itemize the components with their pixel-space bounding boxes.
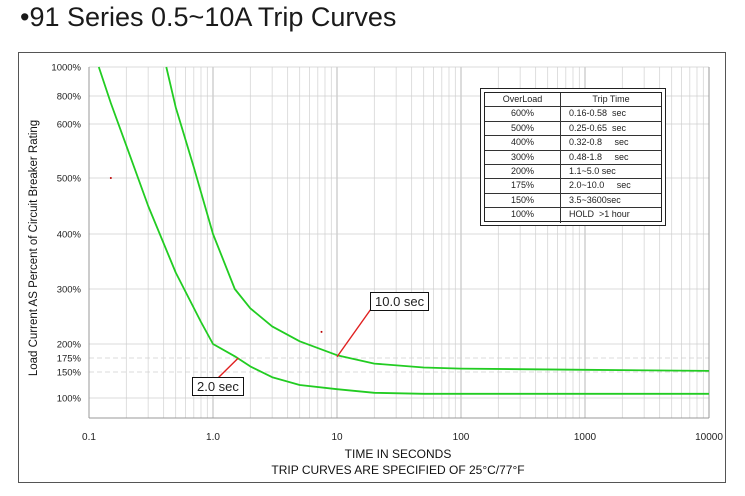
x-tick-label: 1000 <box>574 432 597 443</box>
series-layer <box>97 66 710 395</box>
table-cell-overload: 500% <box>485 121 561 136</box>
table-row: 150% 3.5~3600sec <box>485 193 661 209</box>
tick-layer: 100%150%175%200%300%400%500%600%800%1000… <box>51 63 723 444</box>
y-tick-label: 800% <box>57 92 82 103</box>
trip-curve-lower <box>97 66 709 395</box>
callout-10-sec-leader <box>336 308 372 358</box>
overload-table-body: OverLoad Trip Time 600% 0.16-0.58 sec 500%… <box>484 92 662 223</box>
table-header-overload: OverLoad <box>485 93 561 107</box>
y-tick-label: 1000% <box>51 63 81 74</box>
y-tick-label: 100% <box>57 394 82 405</box>
table-cell-trip-time: 0.25-0.65 sec <box>569 122 627 133</box>
table-cell-trip-time: 1.1~5.0 sec <box>569 165 616 176</box>
callout-10-sec: 10.0 sec <box>370 292 430 311</box>
table-cell-overload: 175% <box>485 179 561 193</box>
table-cell-trip-time: 0.32-0.8 sec <box>569 137 629 148</box>
annotation-layer <box>217 308 372 379</box>
table-cell-trip-time: 2.0~10.0 sec <box>569 180 631 191</box>
x-axis-label: TIME IN SECONDS <box>345 447 452 461</box>
table-cell-overload: 600% <box>485 107 561 121</box>
x-tick-label: 1.0 <box>206 432 220 443</box>
table-row: 500% 0.25-0.65 sec <box>485 121 661 137</box>
overload-table: OverLoad Trip Time 600% 0.16-0.58 sec 500%… <box>480 88 666 226</box>
callout-2-sec: 2.0 sec <box>192 377 244 396</box>
table-cell-trip-time: 0.16-0.58 sec <box>569 108 627 119</box>
y-tick-label: 200% <box>57 340 82 351</box>
y-tick-label: 500% <box>57 174 82 185</box>
table-header-trip-time: Trip Time <box>592 94 630 104</box>
y-tick-label: 400% <box>57 230 82 241</box>
callout-2-sec-leader <box>217 357 239 379</box>
table-cell-overload: 100% <box>485 208 561 223</box>
table-cell-overload: 300% <box>485 150 561 164</box>
grid-layer <box>88 66 710 419</box>
y-axis-label: Load Current AS Percent of Circuit Break… <box>28 120 40 376</box>
table-row: 600% 0.16-0.58 sec <box>485 107 661 122</box>
table-cell-trip-time: 0.48-1.8 sec <box>569 151 629 162</box>
table-row: 400% 0.32-0.8 sec <box>485 136 661 151</box>
table-row: 100% HOLD >1 hour <box>485 208 661 223</box>
table-cell-trip-time: 3.5~3600sec <box>569 194 621 205</box>
minor-mark <box>109 177 112 179</box>
x-axis-subtitle: TRIP CURVES ARE SPECIFIED OF 25°C/77°F <box>271 463 524 477</box>
y-tick-label: 600% <box>57 120 82 131</box>
minor-mark <box>320 330 323 333</box>
y-tick-label: 300% <box>57 285 82 296</box>
y-tick-label: 175% <box>57 354 82 365</box>
x-tick-label: 100 <box>453 432 470 443</box>
table-header-row: OverLoad Trip Time <box>485 93 661 108</box>
table-row: 200% 1.1~5.0 sec <box>485 164 661 180</box>
table-cell-overload: 200% <box>485 164 561 179</box>
table-cell-overload: 150% <box>485 193 561 208</box>
x-tick-label: 10000 <box>695 432 723 443</box>
trip-curve-upper <box>165 66 710 372</box>
table-row: 300% 0.48-1.8 sec <box>485 150 661 165</box>
x-tick-label: 0.1 <box>82 432 96 443</box>
y-tick-label: 150% <box>57 368 82 379</box>
table-cell-overload: 400% <box>485 136 561 150</box>
table-row: 175% 2.0~10.0 sec <box>485 179 661 194</box>
page-title: •91 Series 0.5~10A Trip Curves <box>20 2 397 32</box>
table-cell-trip-time: HOLD >1 hour <box>569 209 630 220</box>
x-tick-label: 10 <box>331 432 343 443</box>
